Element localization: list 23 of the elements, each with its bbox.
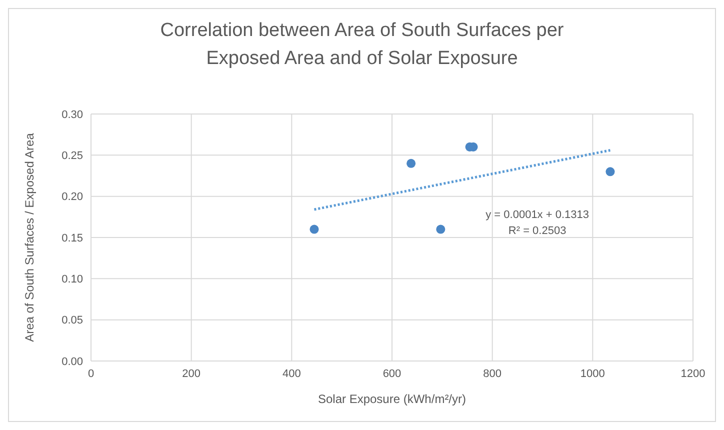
x-tick-label: 600 [382,368,402,380]
point [436,224,446,234]
point [406,158,416,168]
x-axis-title: Solar Exposure (kWh/m²/yr) [318,392,466,406]
y-tick-label: 0.10 [62,274,83,286]
x-tick-label: 1000 [580,368,605,380]
annotation: y = 0.0001x + 0.1313 [486,208,589,223]
x-tick-label: 0 [88,368,94,380]
x-tick-label: 1200 [680,368,706,380]
x-tick-label: 800 [483,368,502,380]
y-axis-title: Area of South Surfaces / Exposed Area [22,132,36,342]
point [310,224,319,234]
y-tick-label: 0.00 [62,356,83,368]
y-tick-label: 0.05 [62,314,83,327]
x-tick-label: 400 [282,368,301,380]
y-tick-label: 0.15 [62,232,83,244]
point [606,167,615,176]
y-tick-label: 0.30 [62,108,83,121]
annotation: R² = 0.2503 [507,224,568,239]
y-tick-label: 0.25 [62,150,83,162]
x-tick-label: 200 [182,368,201,380]
y-tick-label: 0.20 [62,191,83,204]
chart-title: Correlation between Area of South Surfaces per Exposed Area and of Solar Exposure [159,19,565,71]
